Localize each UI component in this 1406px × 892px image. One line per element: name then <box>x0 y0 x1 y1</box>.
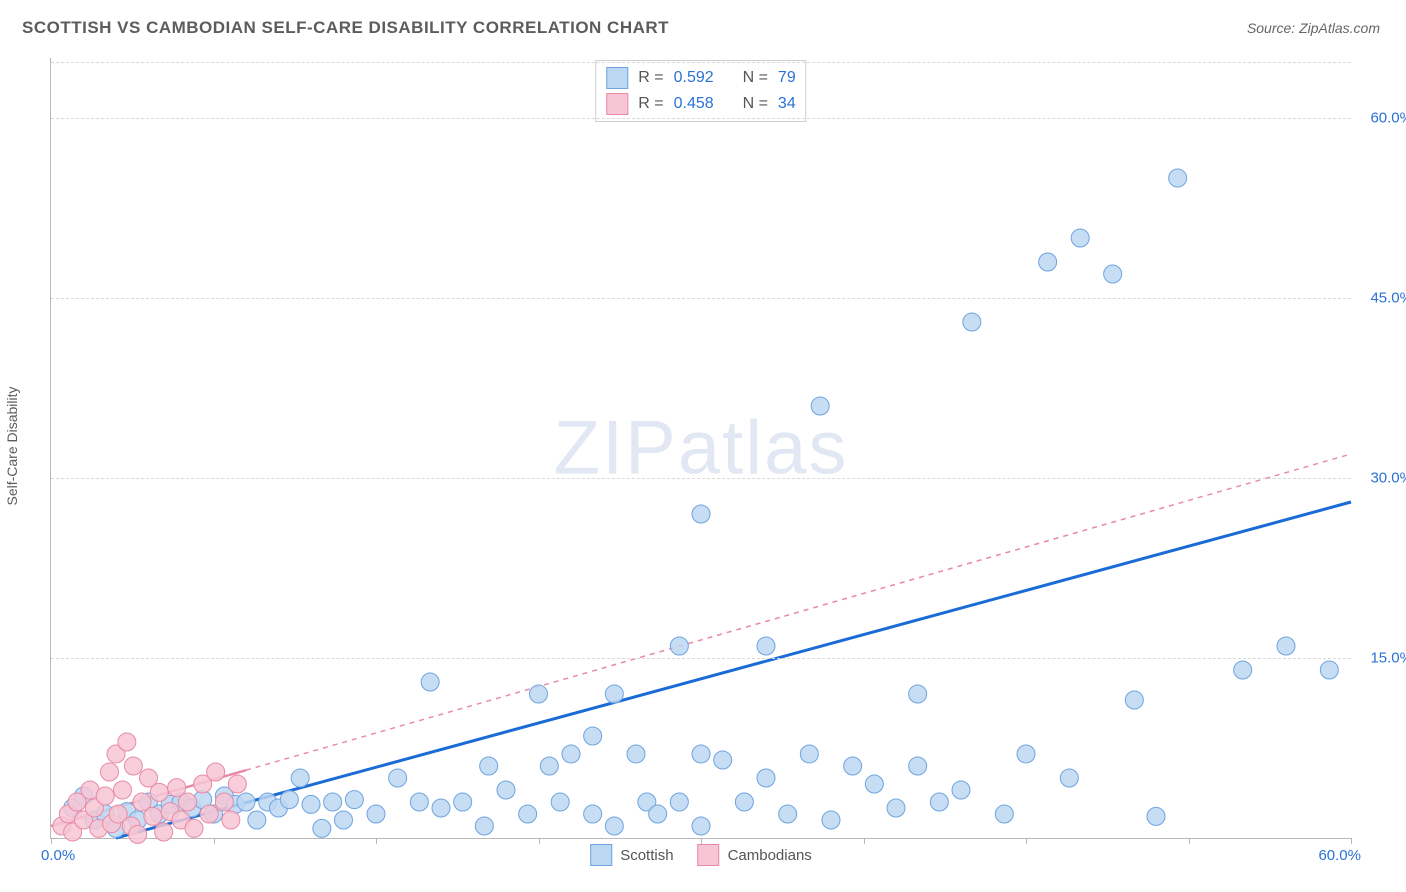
cambodians-legend-label: Cambodians <box>728 847 812 864</box>
scottish-n-value: 79 <box>778 69 796 87</box>
x-max-label: 60.0% <box>1318 847 1361 864</box>
n-label: N = <box>743 69 768 87</box>
plot-area: ZIPatlas R = 0.592 N = 79 R = 0.458 N = … <box>50 58 1351 839</box>
legend-item-scottish: Scottish <box>590 844 673 866</box>
r-label: R = <box>638 95 663 113</box>
y-axis-label: Self-Care Disability <box>4 386 20 505</box>
stats-legend: R = 0.592 N = 79 R = 0.458 N = 34 <box>595 60 806 122</box>
grid-line <box>51 298 1351 299</box>
x-tick <box>214 838 215 844</box>
x-tick <box>1189 838 1190 844</box>
n-label: N = <box>743 95 768 113</box>
grid-line <box>51 118 1351 119</box>
grid-line <box>51 62 1351 63</box>
cambodian-swatch-icon <box>606 93 628 115</box>
bottom-legend: Scottish Cambodians <box>590 844 812 866</box>
x-tick <box>864 838 865 844</box>
legend-item-cambodians: Cambodians <box>698 844 812 866</box>
x-tick <box>539 838 540 844</box>
r-label: R = <box>638 69 663 87</box>
plot-svg <box>51 58 1351 838</box>
cambodian-r-value: 0.458 <box>674 95 714 113</box>
x-origin-label: 0.0% <box>41 847 75 864</box>
scottish-swatch-icon <box>590 844 612 866</box>
y-tick-label: 60.0% <box>1370 110 1406 127</box>
source-label: Source: ZipAtlas.com <box>1247 20 1380 36</box>
chart-title: SCOTTISH VS CAMBODIAN SELF-CARE DISABILI… <box>22 18 669 38</box>
grid-line <box>51 478 1351 479</box>
grid-line <box>51 658 1351 659</box>
scottish-r-value: 0.592 <box>674 69 714 87</box>
y-tick-label: 15.0% <box>1370 650 1406 667</box>
cambodian-swatch-icon <box>698 844 720 866</box>
stats-row-cambodian: R = 0.458 N = 34 <box>606 91 795 117</box>
scottish-swatch-icon <box>606 67 628 89</box>
x-tick <box>1351 838 1352 844</box>
y-tick-label: 30.0% <box>1370 470 1406 487</box>
x-tick <box>1026 838 1027 844</box>
cambodian-n-value: 34 <box>778 95 796 113</box>
x-tick <box>701 838 702 844</box>
x-tick <box>51 838 52 844</box>
scottish-legend-label: Scottish <box>620 847 673 864</box>
y-tick-label: 45.0% <box>1370 290 1406 307</box>
stats-row-scottish: R = 0.592 N = 79 <box>606 65 795 91</box>
x-tick <box>376 838 377 844</box>
